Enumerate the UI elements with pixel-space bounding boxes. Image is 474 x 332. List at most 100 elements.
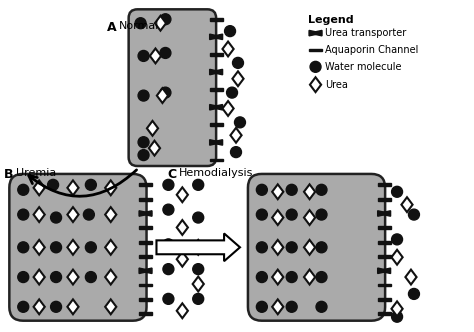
Circle shape <box>163 264 174 275</box>
Circle shape <box>138 150 149 161</box>
Bar <box>139 298 152 301</box>
Polygon shape <box>177 220 188 235</box>
Circle shape <box>18 272 29 283</box>
Polygon shape <box>310 77 321 92</box>
Circle shape <box>85 179 96 190</box>
Bar <box>378 312 391 315</box>
Circle shape <box>392 311 402 322</box>
Circle shape <box>316 272 327 283</box>
Polygon shape <box>139 268 152 274</box>
Polygon shape <box>210 105 223 110</box>
Circle shape <box>138 137 149 148</box>
Polygon shape <box>210 140 223 145</box>
Polygon shape <box>177 252 188 267</box>
Polygon shape <box>157 88 168 103</box>
Polygon shape <box>67 270 79 285</box>
Bar <box>378 255 391 258</box>
Bar <box>378 198 391 201</box>
Polygon shape <box>304 184 315 199</box>
Circle shape <box>286 209 297 220</box>
Polygon shape <box>378 211 391 216</box>
Text: Normal: Normal <box>118 21 159 31</box>
Polygon shape <box>192 277 204 291</box>
Circle shape <box>163 293 174 304</box>
Polygon shape <box>192 240 204 255</box>
Circle shape <box>286 242 297 253</box>
Bar <box>378 298 391 301</box>
Bar <box>139 284 152 287</box>
Polygon shape <box>34 180 45 195</box>
Circle shape <box>18 184 29 195</box>
Circle shape <box>160 14 171 25</box>
Circle shape <box>316 301 327 312</box>
Circle shape <box>316 209 327 220</box>
Polygon shape <box>210 140 223 145</box>
Bar <box>210 88 223 91</box>
Bar <box>210 124 223 126</box>
Polygon shape <box>309 31 322 36</box>
Polygon shape <box>401 197 412 212</box>
Circle shape <box>51 212 62 223</box>
Polygon shape <box>210 34 223 40</box>
Circle shape <box>85 242 96 253</box>
Circle shape <box>256 184 267 195</box>
Circle shape <box>316 242 327 253</box>
Text: Urea transporter: Urea transporter <box>326 28 407 38</box>
Circle shape <box>85 272 96 283</box>
Polygon shape <box>34 240 45 255</box>
Polygon shape <box>156 233 240 261</box>
Polygon shape <box>105 240 116 255</box>
Polygon shape <box>405 270 417 285</box>
Bar <box>378 184 391 186</box>
Polygon shape <box>272 210 283 225</box>
Circle shape <box>256 242 267 253</box>
Circle shape <box>235 117 246 128</box>
Polygon shape <box>149 141 160 156</box>
Circle shape <box>193 212 204 223</box>
Bar <box>139 184 152 186</box>
Polygon shape <box>210 69 223 75</box>
Circle shape <box>160 87 171 98</box>
Polygon shape <box>378 268 391 274</box>
Polygon shape <box>210 34 223 40</box>
Text: A: A <box>107 21 117 34</box>
Circle shape <box>230 147 241 158</box>
Circle shape <box>286 184 297 195</box>
FancyBboxPatch shape <box>9 174 146 321</box>
Circle shape <box>286 301 297 312</box>
Circle shape <box>18 242 29 253</box>
FancyBboxPatch shape <box>248 174 385 321</box>
Polygon shape <box>105 270 116 285</box>
Text: B: B <box>4 168 14 181</box>
Text: Uremia: Uremia <box>16 168 56 178</box>
Polygon shape <box>309 31 322 36</box>
Circle shape <box>47 179 59 190</box>
Polygon shape <box>378 211 391 216</box>
Text: Urea: Urea <box>326 80 348 90</box>
Circle shape <box>225 26 236 37</box>
Bar <box>378 284 391 287</box>
Polygon shape <box>230 128 242 143</box>
Polygon shape <box>105 207 116 222</box>
Polygon shape <box>34 299 45 314</box>
Polygon shape <box>272 240 283 255</box>
Text: Legend: Legend <box>308 15 353 25</box>
Polygon shape <box>67 207 79 222</box>
Polygon shape <box>232 71 244 86</box>
Polygon shape <box>222 42 234 56</box>
Circle shape <box>18 301 29 312</box>
Polygon shape <box>210 105 223 110</box>
Polygon shape <box>34 207 45 222</box>
Circle shape <box>163 179 174 190</box>
Circle shape <box>409 209 419 220</box>
Polygon shape <box>177 187 188 202</box>
Circle shape <box>316 184 327 195</box>
Polygon shape <box>304 210 315 225</box>
Circle shape <box>160 47 171 58</box>
Bar <box>139 226 152 229</box>
FancyArrowPatch shape <box>29 170 137 196</box>
Circle shape <box>18 209 29 220</box>
Circle shape <box>392 186 402 197</box>
Polygon shape <box>304 270 315 285</box>
Circle shape <box>227 87 237 98</box>
